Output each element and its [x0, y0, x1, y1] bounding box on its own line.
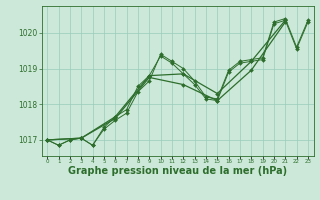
X-axis label: Graphe pression niveau de la mer (hPa): Graphe pression niveau de la mer (hPa): [68, 166, 287, 176]
